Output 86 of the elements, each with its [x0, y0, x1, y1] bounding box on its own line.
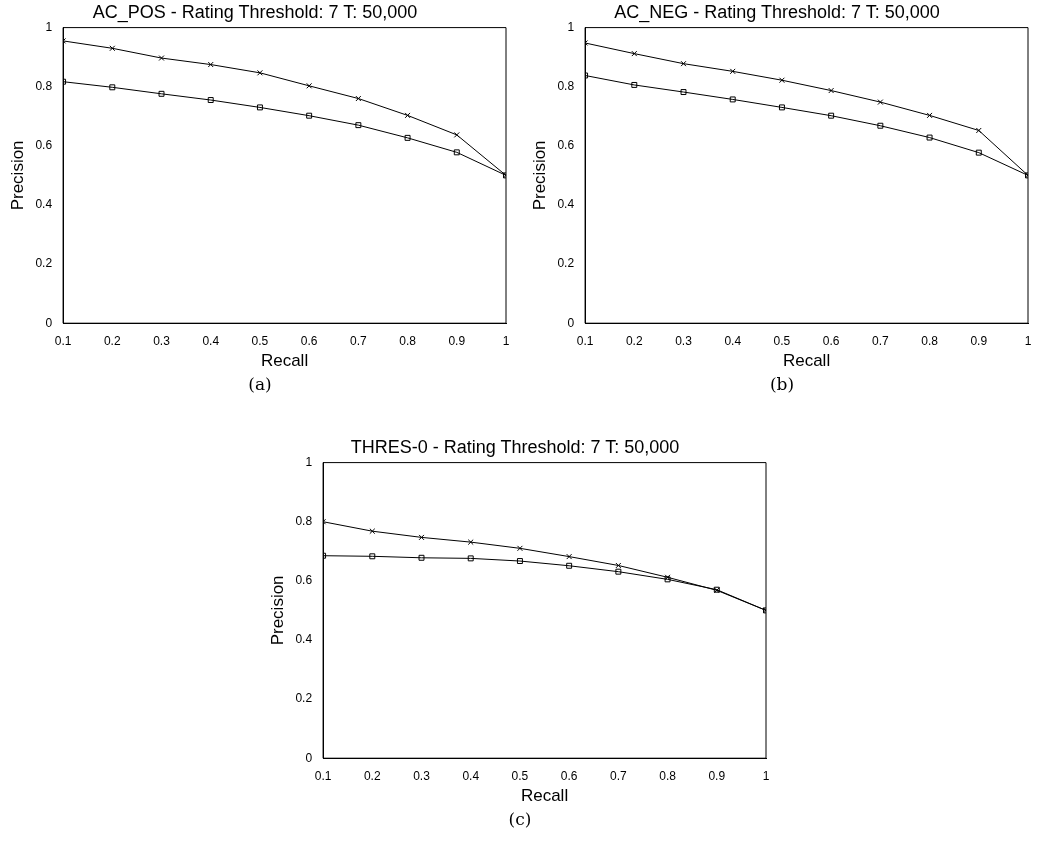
y-tick-label: 0.2 — [295, 691, 313, 706]
x-tick-label: 0.7 — [350, 333, 368, 348]
y-tick-label: 0 — [45, 315, 53, 330]
y-axis-title: Precision — [529, 140, 549, 211]
point — [975, 149, 982, 156]
x-tick-label: 0.4 — [724, 333, 742, 348]
x-tick-label: 1 — [762, 768, 770, 783]
point — [467, 555, 474, 562]
x-tick-label: 0.8 — [659, 768, 677, 783]
x-tick-label: 0.6 — [822, 333, 840, 348]
x-tick-label: 0.8 — [399, 333, 417, 348]
point — [778, 77, 785, 84]
x-tick-label: 0.3 — [153, 333, 171, 348]
x-tick-label: 0.4 — [202, 333, 220, 348]
x-tick-label: 1 — [502, 333, 510, 348]
y-tick-label: 0.4 — [295, 632, 313, 647]
point — [467, 539, 474, 546]
point — [778, 104, 785, 111]
point — [615, 568, 622, 575]
point — [418, 554, 425, 561]
chart-title: THRES-0 - Rating Threshold: 7 T: 50,000 — [350, 436, 680, 457]
point — [453, 149, 460, 156]
x-tick-label: 0.1 — [576, 333, 594, 348]
y-tick-label: 0 — [567, 315, 575, 330]
y-tick-label: 0.6 — [557, 138, 575, 153]
x-tick-label: 0.2 — [625, 333, 643, 348]
y-tick-label: 0.6 — [295, 573, 313, 588]
point — [566, 562, 573, 569]
x-tick-label: 0.7 — [872, 333, 890, 348]
point — [877, 99, 884, 106]
y-tick-label: 0.4 — [557, 197, 575, 212]
point — [355, 122, 362, 129]
x-tick-label: 0.3 — [675, 333, 693, 348]
y-tick-label: 1 — [305, 454, 313, 469]
point — [207, 97, 214, 103]
y-tick-label: 0.2 — [35, 256, 53, 271]
text: (c) — [507, 809, 533, 829]
point — [256, 69, 263, 76]
x-tick-label: 0.1 — [54, 333, 72, 348]
x-tick-label: 0.5 — [511, 768, 529, 783]
y-axis-title: Precision — [267, 575, 287, 646]
point — [516, 558, 523, 565]
text: (b) — [768, 374, 796, 394]
x-axis-title: Recall — [782, 351, 831, 371]
chart-title: AC_POS - Rating Threshold: 7 T: 50,000 — [92, 1, 418, 23]
y-tick-label: 0.8 — [35, 79, 53, 94]
x-tick-label: 0.9 — [708, 768, 726, 783]
y-tick-label: 1 — [567, 19, 575, 34]
point — [306, 112, 313, 119]
point — [369, 553, 376, 560]
point — [631, 81, 638, 88]
point — [877, 122, 884, 129]
y-tick-label: 0.4 — [35, 197, 53, 212]
point — [109, 84, 116, 91]
x-tick-label: 0.2 — [103, 333, 121, 348]
point — [729, 96, 736, 103]
point — [404, 134, 411, 141]
y-tick-label: 1 — [45, 19, 53, 34]
text: (a) — [247, 374, 273, 394]
x-tick-label: 0.1 — [314, 768, 332, 783]
point — [926, 134, 933, 141]
chart-title: AC_NEG - Rating Threshold: 7 T: 50,000 — [614, 1, 940, 23]
x-tick-label: 0.9 — [448, 333, 466, 348]
y-tick-label: 0 — [305, 750, 313, 765]
point — [516, 545, 523, 552]
point — [828, 112, 835, 119]
x-axis-title: Recall — [260, 351, 309, 371]
y-tick-label: 0.8 — [557, 79, 575, 94]
x-tick-label: 0.9 — [970, 333, 988, 348]
point — [158, 55, 165, 62]
y-axis-title: Precision — [7, 140, 27, 211]
point — [158, 90, 165, 97]
x-tick-label: 0.8 — [921, 333, 939, 348]
point — [256, 104, 263, 111]
x-tick-label: 0.4 — [462, 768, 480, 783]
x-tick-label: 0.2 — [363, 768, 381, 783]
x-tick-label: 0.5 — [773, 333, 791, 348]
y-tick-label: 0.6 — [35, 138, 53, 153]
x-axis-title: Recall — [520, 786, 569, 806]
x-tick-label: 1 — [1024, 333, 1032, 348]
x-tick-label: 0.5 — [251, 333, 269, 348]
y-tick-label: 0.2 — [557, 256, 575, 271]
x-tick-label: 0.7 — [610, 768, 628, 783]
x-tick-label: 0.3 — [413, 768, 431, 783]
y-tick-label: 0.8 — [295, 514, 313, 529]
point — [680, 89, 687, 96]
